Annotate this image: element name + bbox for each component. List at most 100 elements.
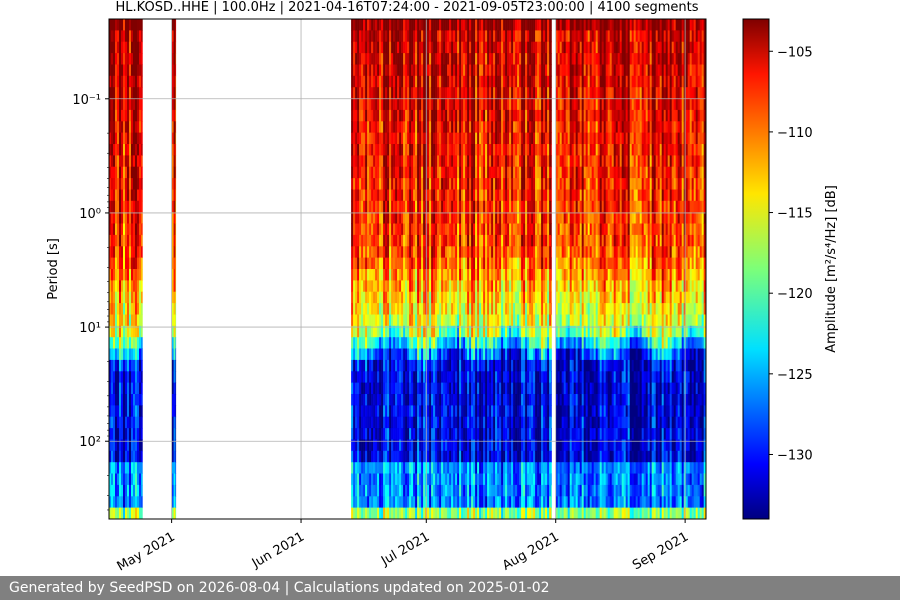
heatmap-cell [527, 98, 530, 111]
heatmap-cell [359, 257, 362, 270]
heatmap-cell [175, 496, 177, 509]
heatmap-cell [115, 348, 118, 361]
heatmap-cell [361, 314, 364, 327]
heatmap-cell [489, 144, 492, 156]
heatmap-cell [413, 75, 416, 88]
heatmap-cell [453, 269, 456, 281]
heatmap-cell [487, 212, 490, 224]
heatmap-cell [419, 394, 422, 406]
heatmap-cell [453, 200, 456, 213]
heatmap-cell [489, 212, 492, 224]
heatmap-cell [361, 416, 364, 429]
heatmap-cell [389, 19, 392, 31]
heatmap-cell [387, 303, 390, 315]
heatmap-cell [109, 359, 112, 372]
heatmap-cell [483, 394, 486, 406]
heatmap-cell [109, 87, 112, 99]
heatmap-cell [517, 325, 520, 338]
heatmap-cell [537, 257, 540, 270]
heatmap-cell [405, 337, 408, 349]
heatmap-cell [487, 121, 490, 134]
heatmap-cell [137, 416, 140, 429]
heatmap-cell [479, 98, 482, 111]
heatmap-cell [365, 75, 368, 88]
heatmap-cell [511, 144, 514, 156]
heatmap-cell [473, 75, 476, 88]
heatmap-cell [121, 394, 124, 406]
heatmap-cell [503, 234, 506, 247]
heatmap-cell [499, 462, 502, 474]
heatmap-cell [359, 280, 362, 293]
heatmap-cell [389, 405, 392, 418]
heatmap-cell [395, 166, 398, 179]
heatmap-cell [353, 132, 356, 145]
heatmap-cell [527, 246, 530, 259]
heatmap-cell [503, 75, 506, 88]
heatmap-cell [449, 439, 452, 452]
heatmap-cell [419, 19, 422, 31]
heatmap-cell [111, 314, 114, 327]
heatmap-cell [125, 325, 128, 338]
heatmap-cell [533, 166, 536, 179]
heatmap-cell [513, 496, 516, 509]
heatmap-cell [431, 75, 434, 88]
heatmap-cell [459, 439, 462, 452]
heatmap-cell [383, 371, 386, 384]
heatmap-cell [457, 507, 460, 519]
heatmap-cell [481, 416, 484, 429]
heatmap-cell [367, 257, 370, 270]
heatmap-cell [491, 496, 494, 509]
heatmap-cell [521, 41, 524, 54]
heatmap-cell [409, 428, 412, 440]
heatmap-cell [447, 337, 450, 349]
heatmap-cell [481, 314, 484, 327]
heatmap-cell [463, 484, 466, 497]
heatmap-cell [361, 178, 364, 190]
heatmap-cell [119, 121, 122, 134]
heatmap-cell [509, 64, 512, 77]
heatmap-cell [395, 269, 398, 281]
heatmap-cell [361, 98, 364, 111]
heatmap-cell [471, 405, 474, 418]
heatmap-cell [113, 64, 116, 77]
heatmap-cell [525, 291, 528, 304]
heatmap-cell [109, 382, 112, 395]
heatmap-cell [363, 144, 366, 156]
heatmap-cell [473, 496, 476, 509]
heatmap-cell [397, 41, 400, 54]
heatmap-cell [463, 234, 466, 247]
heatmap-cell [171, 166, 174, 179]
heatmap-cell [435, 234, 438, 247]
heatmap-cell [455, 462, 458, 474]
heatmap-cell [409, 200, 412, 213]
heatmap-cell [375, 223, 378, 236]
heatmap-cell [457, 473, 460, 486]
heatmap-cell [487, 132, 490, 145]
heatmap-cell [403, 303, 406, 315]
heatmap-cell [139, 348, 142, 361]
heatmap-cell [485, 98, 488, 111]
heatmap-cell [357, 257, 360, 270]
heatmap-cell [513, 473, 516, 486]
heatmap-cell [483, 405, 486, 418]
heatmap-cell [497, 166, 500, 179]
heatmap-cell [529, 359, 532, 372]
heatmap-cell [393, 223, 396, 236]
heatmap-cell [461, 428, 464, 440]
heatmap-cell [369, 189, 372, 202]
heatmap-cell [517, 19, 520, 31]
heatmap-cell [407, 223, 410, 236]
heatmap-cell [493, 41, 496, 54]
heatmap-cell [473, 291, 476, 304]
heatmap-cell [407, 178, 410, 190]
heatmap-cell [383, 109, 386, 122]
heatmap-cell [499, 416, 502, 429]
heatmap-cell [357, 348, 360, 361]
heatmap-cell [375, 132, 378, 145]
heatmap-cell [535, 19, 538, 31]
heatmap-cell [491, 75, 494, 88]
heatmap-cell [423, 325, 426, 338]
heatmap-cell [513, 200, 516, 213]
heatmap-cell [409, 166, 412, 179]
heatmap-cell [511, 416, 514, 429]
